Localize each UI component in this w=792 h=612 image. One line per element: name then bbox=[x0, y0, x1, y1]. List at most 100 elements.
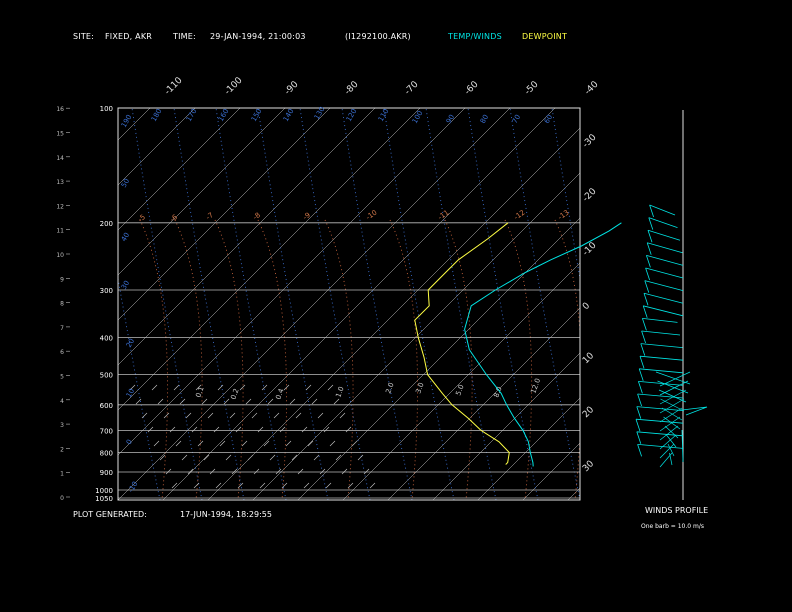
moist-adiabat-tick bbox=[363, 468, 370, 475]
height-label: 14 bbox=[56, 155, 64, 162]
file-value: (I1292100.AKR) bbox=[345, 32, 411, 41]
moist-label: -13 bbox=[557, 209, 571, 222]
wind-barb-lower bbox=[659, 407, 683, 423]
wind-barb-shaft bbox=[641, 330, 681, 336]
moist-adiabat-tick bbox=[291, 454, 298, 461]
generated-label: PLOT GENERATED: bbox=[73, 510, 147, 519]
moist-adiabat-tick bbox=[175, 440, 182, 447]
height-label: 1 bbox=[60, 471, 64, 478]
moist-adiabat-tick bbox=[333, 398, 340, 405]
wind-barb-shaft bbox=[646, 255, 684, 266]
dry-adiabat-label: 100 bbox=[411, 109, 425, 125]
moist-adiabat-tick bbox=[181, 454, 188, 461]
wind-barb-stem bbox=[646, 242, 652, 255]
moist-adiabat-tick bbox=[247, 454, 254, 461]
height-label: 6 bbox=[60, 349, 64, 356]
wind-barb-stem bbox=[646, 255, 651, 268]
wind-barb-stem bbox=[640, 343, 646, 356]
plot-frame bbox=[117, 107, 581, 501]
moist-adiabat-tick bbox=[209, 468, 216, 475]
moist-adiabat-tick bbox=[157, 398, 164, 405]
right-temp-label: -20 bbox=[581, 186, 599, 204]
moist-adiabat-tick bbox=[201, 398, 208, 405]
moist-adiabat-tick bbox=[195, 384, 202, 391]
dry-adiabat-line bbox=[594, 108, 664, 500]
wind-barb-shaft bbox=[644, 280, 684, 291]
wind-barb-stem bbox=[644, 280, 650, 293]
dry-adiabat-label: 70 bbox=[511, 113, 522, 125]
isotherm-line bbox=[118, 108, 196, 186]
site-value: FIXED, AKR bbox=[105, 32, 153, 41]
dry-adiabat-line bbox=[383, 108, 455, 500]
dry-adiabat-line bbox=[762, 108, 792, 500]
wind-barb-lower bbox=[659, 452, 673, 468]
legend-temp: TEMP/WINDS bbox=[448, 32, 502, 41]
wind-barb-stem bbox=[636, 431, 642, 444]
moist-label: -7 bbox=[205, 211, 215, 222]
moist-adiabat-tick bbox=[197, 440, 204, 447]
top-temp-label: -40 bbox=[583, 79, 601, 97]
wind-barb-flag bbox=[681, 406, 708, 416]
moist-adiabat-tick bbox=[163, 412, 170, 419]
wind-barb-shaft bbox=[647, 242, 683, 254]
wind-barb-lower bbox=[655, 371, 691, 385]
top-temp-label: -50 bbox=[523, 79, 541, 97]
isotherm-line bbox=[118, 108, 376, 366]
wind-barb-lower bbox=[659, 425, 679, 441]
moist-adiabat-tick bbox=[215, 482, 222, 489]
isotherm-line bbox=[432, 352, 580, 500]
isotherm-line bbox=[162, 108, 556, 500]
moist-adiabat-tick bbox=[165, 468, 172, 475]
moist-adiabat-tick bbox=[305, 384, 312, 391]
height-label: 10 bbox=[56, 252, 64, 259]
moist-adiabat-tick bbox=[173, 384, 180, 391]
moist-adiabat-tick bbox=[235, 426, 242, 433]
height-label: 0 bbox=[60, 495, 64, 502]
wind-barb-lower bbox=[666, 434, 677, 448]
wind-barb-stem bbox=[642, 318, 647, 331]
moist-label: -10 bbox=[365, 209, 379, 222]
dry-adiabat-label: 110 bbox=[377, 107, 391, 123]
isotherm-line bbox=[297, 217, 580, 500]
right-temp-label: 20 bbox=[581, 405, 596, 420]
wind-barb-shaft bbox=[635, 418, 684, 424]
moist-adiabat-tick bbox=[263, 440, 270, 447]
top-temp-label: -90 bbox=[283, 79, 301, 97]
isotherm-line bbox=[207, 127, 580, 500]
wind-barb-shaft bbox=[643, 305, 684, 317]
moist-label: -9 bbox=[302, 211, 312, 222]
moist-adiabat-tick bbox=[193, 482, 200, 489]
wind-barb-shaft bbox=[648, 217, 678, 228]
wind-barb-shaft bbox=[638, 381, 684, 386]
height-label: 9 bbox=[60, 276, 64, 283]
top-temp-label: -110 bbox=[163, 75, 185, 97]
moist-adiabat-tick bbox=[237, 482, 244, 489]
moist-adiabat-tick bbox=[275, 468, 282, 475]
moist-adiabat-tick bbox=[229, 412, 236, 419]
mixing-ratio-label: 0.4 bbox=[274, 387, 286, 401]
moist-label: -12 bbox=[513, 209, 527, 222]
dry-adiabat-line bbox=[467, 108, 539, 500]
mixing-ratio-label: 2.0 bbox=[384, 381, 395, 394]
wind-barb-lower bbox=[664, 425, 679, 439]
height-label: 3 bbox=[60, 422, 64, 429]
generated-value: 17-JUN-1994, 18:29:55 bbox=[180, 510, 272, 519]
right-temp-label: -30 bbox=[581, 132, 599, 150]
isotherm-line bbox=[658, 108, 792, 500]
isotherm-line bbox=[118, 108, 286, 276]
moist-adiabat-tick bbox=[319, 468, 326, 475]
wind-barb-shaft bbox=[642, 318, 678, 323]
wind-barb-shaft bbox=[639, 355, 684, 361]
dry-adiabat-label: 0 bbox=[125, 438, 134, 446]
moist-adiabat-tick bbox=[329, 440, 336, 447]
isotherm-line bbox=[703, 108, 792, 500]
mixing-ratio-line bbox=[554, 219, 580, 500]
moist-adiabat-tick bbox=[295, 412, 302, 419]
wind-barb-stem bbox=[645, 267, 650, 281]
dry-adiabat-label: 50 bbox=[120, 177, 131, 189]
isotherm-line bbox=[477, 397, 580, 500]
mixing-ratio-label: 8.0 bbox=[492, 385, 503, 398]
moist-adiabat-tick bbox=[251, 412, 258, 419]
pressure-label: 800 bbox=[100, 449, 113, 457]
height-label: 8 bbox=[60, 301, 64, 308]
